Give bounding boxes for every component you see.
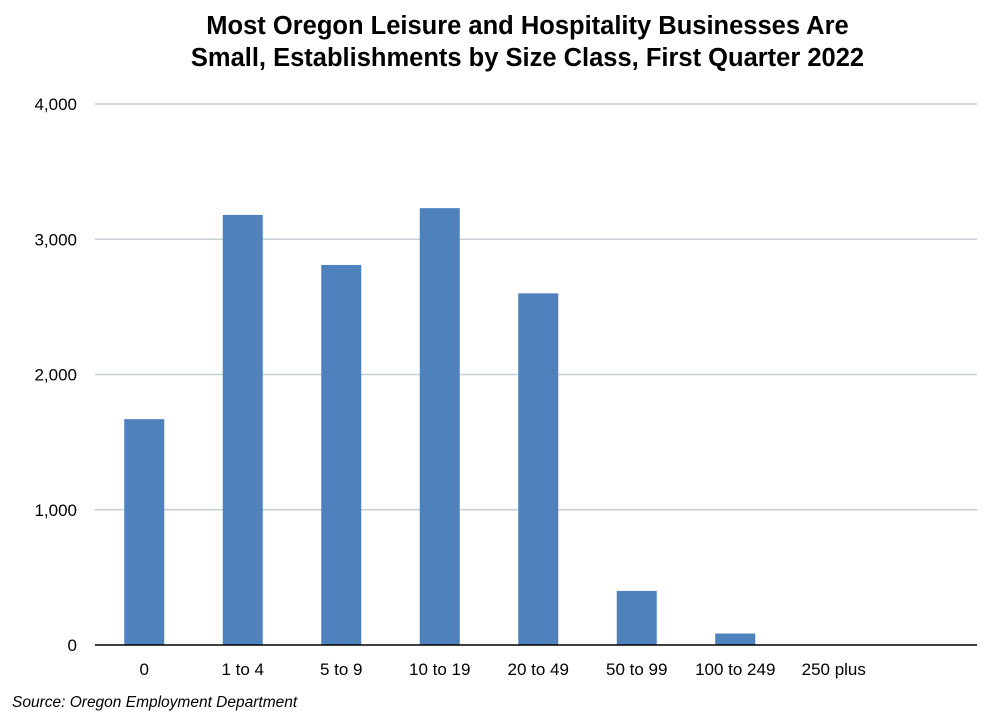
bar [321, 264, 362, 645]
bar [616, 590, 657, 645]
x-tick-label: 50 to 99 [606, 660, 667, 679]
x-axis-tick-labels: 0 1 to 4 5 to 9 10 to 19 20 to 49 50 to 99 100… [140, 660, 866, 679]
y-tick-label: 0 [68, 636, 77, 655]
bar [419, 208, 460, 645]
x-tick-label: 10 to 19 [409, 660, 470, 679]
x-tick-label: 20 to 49 [508, 660, 569, 679]
y-tick-label: 1,000 [34, 501, 77, 520]
y-tick-label: 4,000 [34, 95, 77, 114]
x-tick-label: 250 plus [802, 660, 866, 679]
chart-title: Most Oregon Leisure and Hospitality Busi… [0, 10, 1000, 74]
bar [222, 214, 263, 645]
bar [518, 293, 559, 645]
x-tick-label: 5 to 9 [320, 660, 363, 679]
x-tick-label: 1 to 4 [221, 660, 264, 679]
y-tick-label: 3,000 [34, 230, 77, 249]
bar [124, 419, 165, 645]
chart-title-line-1: Most Oregon Leisure and Hospitality Busi… [206, 12, 849, 40]
x-tick-label: 0 [140, 660, 149, 679]
y-axis-tick-labels: 0 1,000 2,000 3,000 4,000 [34, 95, 77, 655]
source-note: Source: Oregon Employment Department [12, 694, 298, 711]
y-tick-label: 2,000 [34, 366, 77, 385]
chart-title-line-2: Small, Establishments by Size Class, Fir… [190, 44, 865, 72]
bar [715, 633, 756, 645]
x-tick-label: 100 to 249 [695, 660, 775, 679]
bars [124, 208, 756, 645]
